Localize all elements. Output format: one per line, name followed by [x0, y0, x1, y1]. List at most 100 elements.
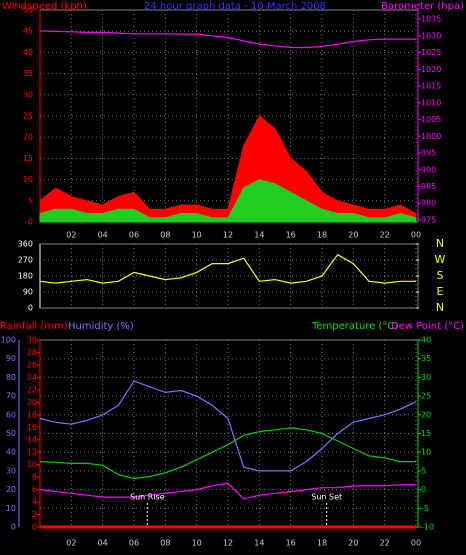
- y-tick-label: 30: [23, 90, 33, 99]
- x-tick-label: 14: [254, 231, 264, 240]
- x-tick-label: 16: [286, 539, 296, 548]
- x-tick-label: 02: [66, 539, 76, 548]
- y2-tick-label: 995: [421, 149, 436, 158]
- y-tick-label: 0: [11, 523, 16, 532]
- y-tick-label: 0: [28, 218, 33, 227]
- y-tick-label: 20: [6, 485, 16, 494]
- y3-tick-label: 10: [27, 460, 37, 469]
- y-tick-label: 15: [23, 154, 33, 163]
- x-tick-label: 20: [348, 539, 358, 548]
- x-tick-label: 02: [66, 231, 76, 240]
- y3-tick-label: 24: [27, 373, 37, 382]
- x-tick-label: 00: [411, 539, 421, 548]
- x-tick-label: 06: [129, 231, 139, 240]
- y-tick-label: 10: [6, 504, 16, 513]
- y-tick-label: 25: [23, 112, 33, 121]
- y2-tick-label: N: [436, 237, 444, 250]
- series-line: [39, 482, 416, 500]
- series-line: [39, 380, 417, 472]
- y2-tick-label: 1025: [421, 48, 441, 57]
- y-tick-label: 45: [23, 27, 33, 36]
- x-tick-label: 18: [317, 231, 327, 240]
- y2-tick-label: 20: [421, 410, 431, 419]
- y3-tick-label: 26: [27, 360, 37, 369]
- y3-tick-label: 0: [32, 523, 37, 532]
- y-tick-label: 35: [23, 69, 33, 78]
- y2-tick-label: 35: [421, 354, 431, 363]
- y-tick-label: 80: [6, 373, 16, 382]
- annotation-label: Sun Rise: [130, 493, 165, 502]
- y2-tick-label: 30: [421, 373, 431, 382]
- axis-label: Humidity (%): [68, 321, 134, 332]
- wind-area: [39, 115, 417, 223]
- axis-label: Rainfall (mm): [0, 321, 68, 332]
- x-tick-label: 22: [380, 231, 390, 240]
- x-tick-label: 00: [411, 231, 421, 240]
- y3-tick-label: 12: [27, 448, 37, 457]
- y3-tick-label: 18: [27, 410, 37, 419]
- y3-tick-label: 8: [32, 473, 37, 482]
- y2-tick-label: -5: [421, 504, 429, 513]
- y3-tick-label: 16: [27, 423, 37, 432]
- y2-tick-label: 1000: [421, 132, 441, 141]
- y2-tick-label: W: [435, 253, 446, 266]
- x-tick-label: 08: [160, 539, 170, 548]
- y2-tick-label: 15: [421, 429, 431, 438]
- y2-tick-label: 975: [421, 215, 436, 224]
- y2-tick-label: 1005: [421, 115, 441, 124]
- y-tick-label: 20: [23, 133, 33, 142]
- y2-tick-label: -10: [421, 523, 434, 532]
- y2-tick-label: 1015: [421, 82, 441, 91]
- x-tick-label: 08: [160, 231, 170, 240]
- y3-tick-label: 28: [27, 348, 37, 357]
- chart-title: 24 hour graph data - 10 March 2008: [144, 1, 326, 12]
- y2-tick-label: 990: [421, 165, 436, 174]
- y-tick-label: 40: [6, 448, 16, 457]
- series-line: [39, 427, 416, 480]
- y3-tick-label: 14: [27, 435, 37, 444]
- y2-tick-label: 10: [421, 448, 431, 457]
- y2-tick-label: 1030: [421, 31, 441, 40]
- x-tick-label: 12: [223, 231, 233, 240]
- y3-tick-label: 4: [32, 498, 37, 507]
- y-tick-label: 90: [23, 288, 33, 297]
- x-tick-label: 22: [380, 539, 390, 548]
- y2-tick-label: 5: [421, 466, 426, 475]
- y3-tick-label: 30: [27, 336, 37, 345]
- axis-label: Windspeed (kph): [2, 1, 87, 12]
- x-tick-label: 04: [98, 539, 108, 548]
- y-tick-label: 60: [6, 410, 16, 419]
- y-tick-label: 0: [28, 304, 33, 313]
- y-tick-label: 360: [18, 240, 33, 249]
- y-tick-label: 10: [23, 175, 33, 184]
- x-tick-label: 04: [98, 231, 108, 240]
- x-tick-label: 10: [192, 539, 202, 548]
- y2-tick-label: 1010: [421, 98, 441, 107]
- y-tick-label: 30: [6, 466, 16, 475]
- y2-tick-label: 980: [421, 199, 436, 208]
- y3-tick-label: 22: [27, 385, 37, 394]
- x-tick-label: 16: [286, 231, 296, 240]
- y2-tick-label: 1020: [421, 65, 441, 74]
- x-tick-label: 12: [223, 539, 233, 548]
- y-tick-label: 90: [6, 354, 16, 363]
- axis-label: Barometer (hpa): [381, 1, 464, 12]
- x-tick-label: 18: [317, 539, 327, 548]
- wind-area: [39, 179, 417, 223]
- y3-tick-label: 20: [27, 398, 37, 407]
- series-line: [39, 30, 416, 49]
- x-tick-label: 06: [129, 539, 139, 548]
- y3-tick-label: 2: [32, 510, 37, 519]
- x-tick-label: 10: [192, 231, 202, 240]
- axis-label: Dew Point (°C): [391, 321, 464, 332]
- y-tick-label: 50: [23, 6, 33, 15]
- y2-tick-label: 1035: [421, 15, 441, 24]
- y2-tick-label: E: [437, 285, 444, 298]
- y3-tick-label: 6: [32, 485, 37, 494]
- y2-tick-label: 40: [421, 336, 431, 345]
- y2-tick-label: N: [436, 301, 444, 314]
- y-tick-label: 5: [28, 196, 33, 205]
- y-tick-label: 40: [23, 48, 33, 57]
- y-tick-label: 50: [6, 429, 16, 438]
